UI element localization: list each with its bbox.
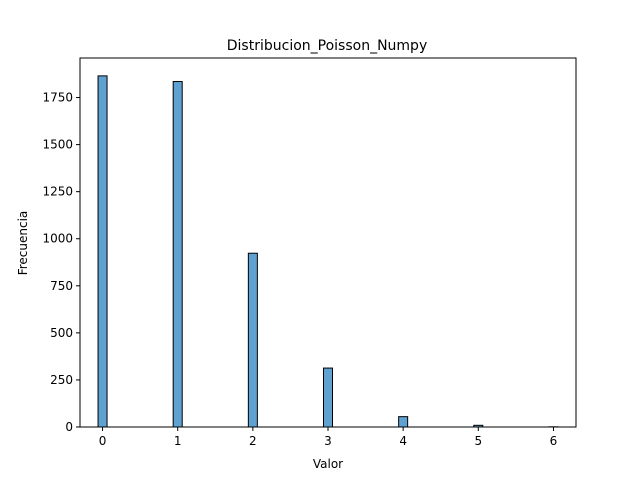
x-tick-label-6: 6 xyxy=(550,434,558,448)
histogram-bar-1 xyxy=(172,81,183,428)
x-tick-label-1: 1 xyxy=(174,434,182,448)
bars-group xyxy=(97,75,559,428)
histogram-bar-2 xyxy=(247,252,258,428)
y-tick-label-1750: 1750 xyxy=(42,91,73,105)
y-tick-label-0: 0 xyxy=(65,420,73,434)
y-tick-label-1500: 1500 xyxy=(42,138,73,152)
histogram-bar-0 xyxy=(97,75,108,428)
x-tick-label-5: 5 xyxy=(474,434,482,448)
x-axis-label: Valor xyxy=(313,457,343,471)
y-tick-label-500: 500 xyxy=(50,326,73,340)
x-tick-label-4: 4 xyxy=(399,434,407,448)
y-tick-label-1000: 1000 xyxy=(42,232,73,246)
x-axis-ticks: 0 1 2 3 4 5 6 xyxy=(99,427,558,448)
y-tick-label-750: 750 xyxy=(50,279,73,293)
y-axis-label: Frecuencia xyxy=(16,211,30,276)
y-axis-ticks: 0 250 500 750 1000 1250 1500 1750 xyxy=(42,91,80,434)
histogram-bar-3 xyxy=(322,367,334,428)
histogram-bar-4 xyxy=(398,416,409,428)
chart-title: Distribucion_Poisson_Numpy xyxy=(227,38,427,54)
y-tick-label-1250: 1250 xyxy=(42,185,73,199)
x-tick-label-2: 2 xyxy=(249,434,257,448)
x-tick-label-0: 0 xyxy=(99,434,107,448)
x-tick-label-3: 3 xyxy=(324,434,332,448)
y-tick-label-250: 250 xyxy=(50,373,73,387)
